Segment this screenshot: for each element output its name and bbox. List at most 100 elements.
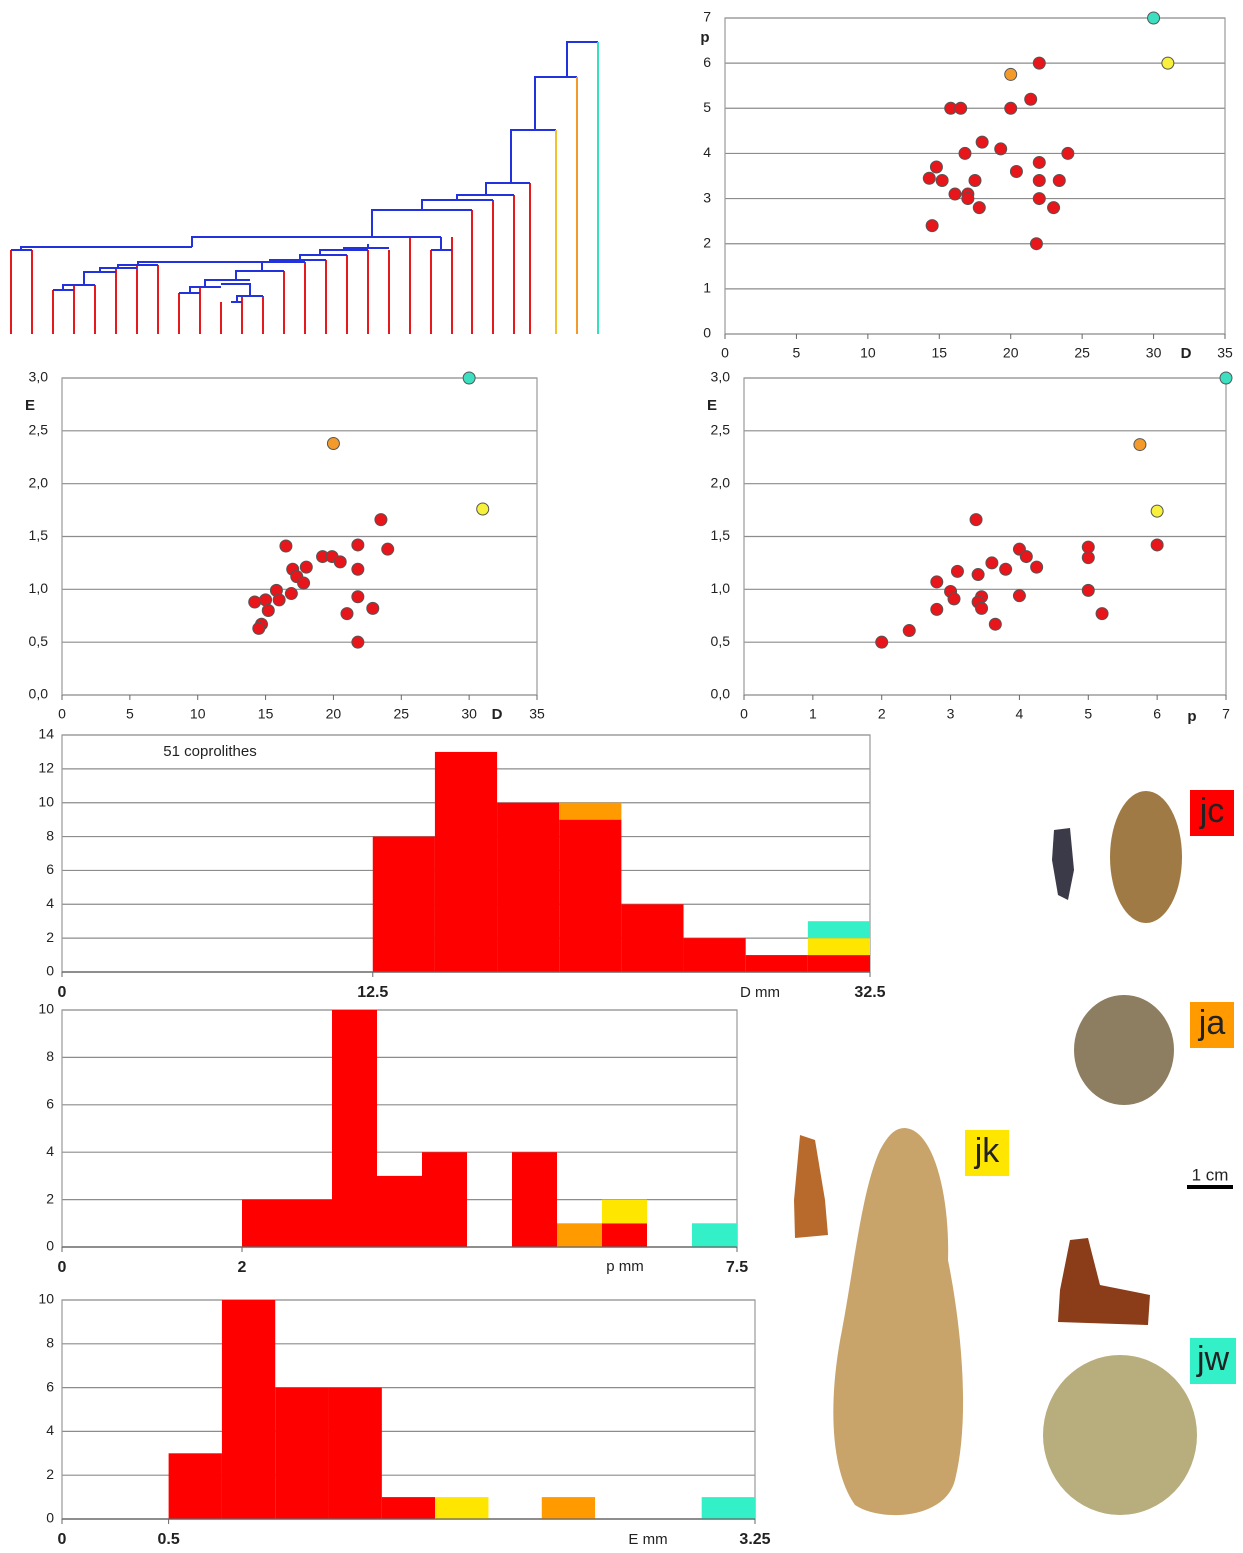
histogram-bar xyxy=(168,1453,222,1519)
histogram-bar xyxy=(683,938,746,972)
data-point xyxy=(351,538,365,552)
annotation: 51 coprolithes xyxy=(163,743,256,760)
histogram-bar xyxy=(372,836,435,972)
y-tick-label: 6 xyxy=(46,1096,54,1112)
x-tick-label: 30 xyxy=(461,706,477,722)
coprolite-jc xyxy=(1110,791,1182,923)
data-point xyxy=(1147,11,1161,25)
histogram-bar xyxy=(701,1497,755,1519)
plot-frame xyxy=(724,17,1226,335)
y-tick-label: 4 xyxy=(46,895,54,911)
y-tick-label: 8 xyxy=(46,1335,54,1351)
tooth xyxy=(1052,828,1074,900)
data-point xyxy=(999,562,1013,576)
data-point xyxy=(1029,237,1043,251)
data-point xyxy=(252,621,266,635)
specimen-label: jw xyxy=(1196,1340,1230,1378)
y-tick-label: 6 xyxy=(46,861,54,877)
data-point xyxy=(969,513,983,527)
y-tick-label: 2 xyxy=(46,1190,54,1206)
data-point xyxy=(922,171,936,185)
label-box-ja xyxy=(1190,1002,1234,1048)
data-point xyxy=(1081,583,1095,597)
histogram-bar xyxy=(422,1152,467,1247)
x-tick-label: 30 xyxy=(1146,345,1162,361)
data-point xyxy=(284,587,298,601)
histogram-bar xyxy=(242,1199,287,1247)
y-tick-label: 2 xyxy=(46,1466,54,1482)
x-tick-label: 0 xyxy=(721,345,729,361)
x-tick-label: 25 xyxy=(393,706,409,722)
y-tick-label: 0,5 xyxy=(711,633,731,649)
data-point xyxy=(1012,589,1026,603)
x-tick-label: 5 xyxy=(793,345,801,361)
specimen-label: jc xyxy=(1199,792,1225,830)
data-point xyxy=(1004,101,1018,115)
y-tick-label: 1 xyxy=(703,280,711,296)
data-point xyxy=(1032,192,1046,206)
histogram-bar xyxy=(541,1497,596,1519)
data-point xyxy=(988,617,1002,631)
histogram-bar xyxy=(287,1199,332,1247)
data-point xyxy=(297,576,311,590)
x-axis-label: D mm xyxy=(740,984,780,1001)
histogram-bar xyxy=(332,1010,377,1247)
y-tick-label: 1,5 xyxy=(711,527,731,543)
x-tick-label: 0 xyxy=(58,984,67,1001)
x-tick-label: 0 xyxy=(740,706,748,722)
y-tick-label: 0 xyxy=(46,1238,54,1254)
x-axis-label: D xyxy=(492,706,503,723)
data-point xyxy=(374,513,388,527)
data-point xyxy=(950,564,964,578)
data-point xyxy=(1219,371,1233,385)
x-tick-label: 25 xyxy=(1074,345,1090,361)
data-point xyxy=(299,560,313,574)
histogram-bar xyxy=(807,955,870,972)
tooth xyxy=(794,1135,828,1238)
x-tick-label: 12.5 xyxy=(357,984,388,1001)
x-tick-label: 35 xyxy=(1217,345,1233,361)
y-tick-label: 10 xyxy=(38,793,54,809)
plot-frame xyxy=(743,377,1227,696)
data-point xyxy=(902,624,916,638)
y-tick-label: 0,5 xyxy=(29,633,49,649)
x-tick-label: 10 xyxy=(860,345,876,361)
data-point xyxy=(1133,438,1147,452)
x-tick-label: 4 xyxy=(1016,706,1024,722)
data-point xyxy=(1032,155,1046,169)
x-tick-label: 0 xyxy=(58,1259,67,1276)
y-tick-label: 1,0 xyxy=(29,580,49,596)
data-point xyxy=(930,575,944,589)
x-tick-label: 7 xyxy=(1222,706,1230,722)
histogram-bar xyxy=(434,751,498,972)
histogram-bar xyxy=(602,1199,647,1224)
y-tick-label: 12 xyxy=(38,760,54,776)
x-tick-label: 10 xyxy=(190,706,206,722)
y-tick-label: 4 xyxy=(46,1143,54,1159)
data-point xyxy=(1161,56,1175,70)
x-tick-label: 2 xyxy=(238,1259,247,1276)
histogram-bar xyxy=(381,1497,436,1519)
histogram-bar xyxy=(621,904,684,972)
y-tick-label: 2,5 xyxy=(29,422,49,438)
data-point xyxy=(935,174,949,188)
histogram-bar xyxy=(221,1300,276,1519)
histogram-bar xyxy=(559,819,622,972)
data-point xyxy=(1019,550,1033,564)
data-point xyxy=(259,593,273,607)
label-box-jk xyxy=(965,1130,1009,1176)
dendrogram xyxy=(10,41,599,334)
data-point xyxy=(351,590,365,604)
data-point xyxy=(1081,551,1095,565)
y-tick-label: 8 xyxy=(46,1048,54,1064)
data-point xyxy=(381,542,395,556)
y-axis-label: E xyxy=(707,397,717,414)
x-tick-label: 35 xyxy=(529,706,545,722)
histogram-bar xyxy=(807,921,870,939)
y-tick-label: 2 xyxy=(46,929,54,945)
histogram-bar xyxy=(745,955,808,972)
data-point xyxy=(1032,174,1046,188)
data-point xyxy=(971,568,985,582)
data-point xyxy=(1009,164,1023,178)
y-tick-label: 0,0 xyxy=(29,686,49,702)
